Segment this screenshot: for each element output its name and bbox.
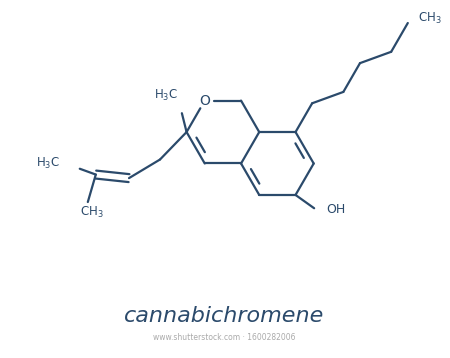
Text: cannabichromene: cannabichromene [124, 306, 324, 326]
Text: www.shutterstock.com · 1600282006: www.shutterstock.com · 1600282006 [153, 333, 296, 342]
Text: CH$_3$: CH$_3$ [418, 11, 441, 26]
Text: OH: OH [326, 203, 345, 216]
Text: H$_3$C: H$_3$C [153, 88, 178, 103]
Text: O: O [199, 93, 210, 108]
Text: CH$_3$: CH$_3$ [80, 205, 103, 220]
Text: H$_3$C: H$_3$C [36, 156, 60, 171]
